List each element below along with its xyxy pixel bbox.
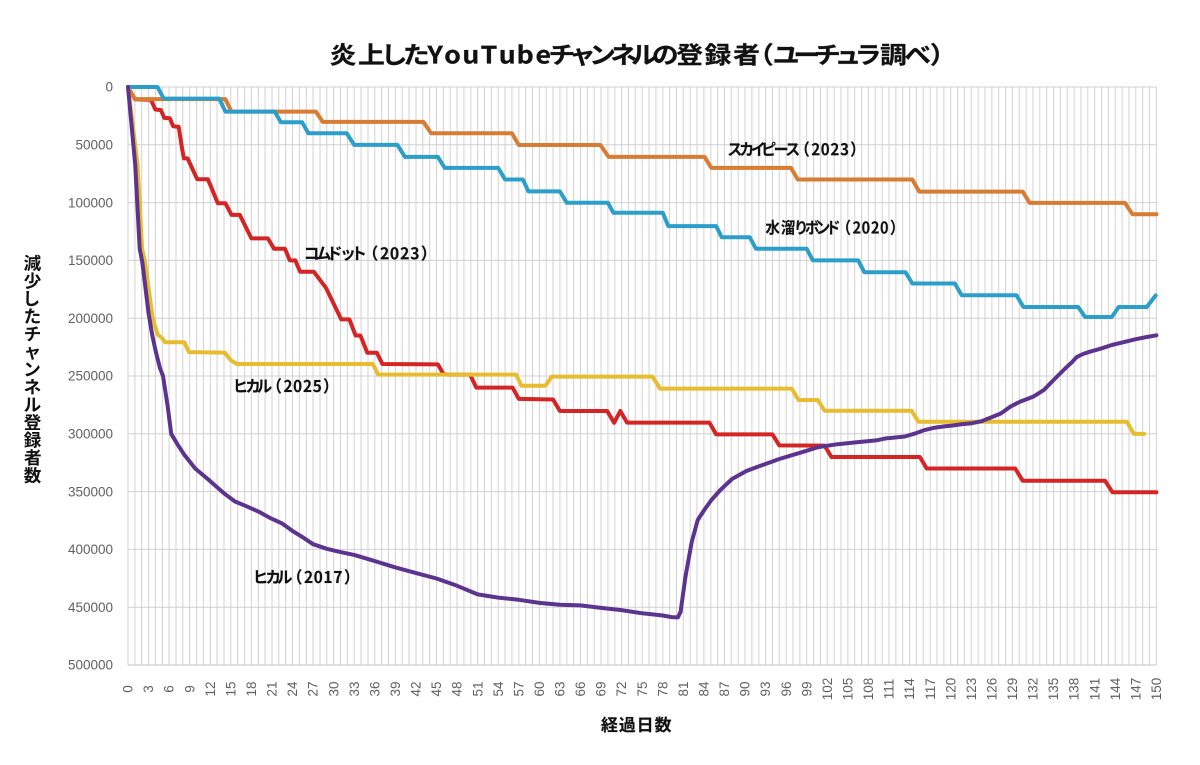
svg-text:100000: 100000 (68, 195, 113, 210)
svg-text:87: 87 (717, 681, 732, 696)
svg-text:99: 99 (799, 681, 814, 696)
svg-text:50000: 50000 (75, 138, 113, 153)
svg-text:27: 27 (306, 681, 321, 696)
svg-text:250000: 250000 (68, 369, 113, 384)
svg-text:45: 45 (429, 681, 444, 696)
svg-text:18: 18 (244, 681, 259, 696)
svg-text:96: 96 (779, 681, 794, 696)
svg-text:120: 120 (943, 678, 958, 701)
svg-text:300000: 300000 (68, 427, 113, 442)
svg-text:66: 66 (573, 681, 588, 696)
svg-text:147: 147 (1128, 678, 1143, 701)
svg-text:63: 63 (553, 681, 568, 696)
svg-text:129: 129 (1005, 678, 1020, 701)
svg-text:48: 48 (450, 681, 465, 696)
svg-text:90: 90 (738, 681, 753, 696)
svg-text:12: 12 (203, 681, 218, 696)
svg-text:24: 24 (285, 681, 300, 697)
svg-text:132: 132 (1026, 678, 1041, 701)
svg-text:135: 135 (1046, 678, 1061, 701)
svg-text:84: 84 (697, 681, 712, 697)
svg-text:138: 138 (1067, 678, 1082, 701)
svg-text:102: 102 (820, 678, 835, 701)
svg-text:114: 114 (902, 678, 917, 700)
svg-text:39: 39 (388, 681, 403, 696)
svg-text:21: 21 (265, 681, 280, 696)
svg-text:400000: 400000 (68, 542, 113, 557)
svg-text:36: 36 (367, 681, 382, 696)
svg-text:0: 0 (121, 685, 136, 693)
svg-text:81: 81 (676, 681, 691, 696)
svg-text:9: 9 (182, 685, 197, 693)
svg-text:60: 60 (532, 681, 547, 696)
svg-text:123: 123 (964, 678, 979, 701)
svg-text:200000: 200000 (68, 311, 113, 326)
svg-text:350000: 350000 (68, 484, 113, 499)
svg-text:144: 144 (1108, 677, 1123, 700)
svg-text:0: 0 (105, 80, 113, 95)
svg-text:33: 33 (347, 681, 362, 696)
svg-text:15: 15 (223, 681, 238, 696)
svg-text:42: 42 (409, 681, 424, 696)
svg-text:111: 111 (882, 679, 897, 700)
svg-text:30: 30 (326, 681, 341, 696)
svg-text:117: 117 (923, 678, 938, 700)
svg-text:141: 141 (1087, 678, 1102, 701)
svg-text:500000: 500000 (68, 658, 113, 673)
svg-text:75: 75 (635, 681, 650, 696)
svg-text:6: 6 (162, 685, 177, 693)
svg-text:57: 57 (511, 681, 526, 696)
svg-text:150000: 150000 (68, 253, 113, 268)
svg-text:72: 72 (614, 681, 629, 696)
svg-text:126: 126 (985, 678, 1000, 701)
svg-text:51: 51 (470, 681, 485, 696)
svg-text:105: 105 (841, 678, 856, 701)
svg-text:78: 78 (655, 681, 670, 696)
svg-text:3: 3 (141, 685, 156, 693)
svg-text:93: 93 (758, 681, 773, 696)
svg-text:69: 69 (594, 681, 609, 696)
svg-text:450000: 450000 (68, 600, 113, 615)
svg-text:108: 108 (861, 678, 876, 701)
svg-text:54: 54 (491, 681, 506, 697)
svg-text:150: 150 (1149, 678, 1164, 701)
